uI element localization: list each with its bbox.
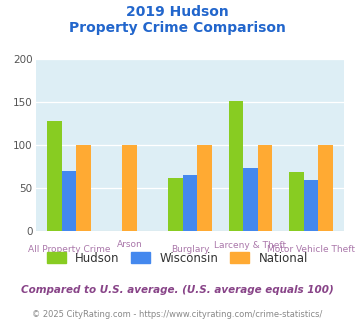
Text: Compared to U.S. average. (U.S. average equals 100): Compared to U.S. average. (U.S. average …: [21, 285, 334, 295]
Text: Property Crime Comparison: Property Crime Comparison: [69, 21, 286, 35]
Bar: [229, 101, 243, 231]
Bar: [197, 145, 212, 231]
Text: Arson: Arson: [116, 240, 142, 248]
Bar: [168, 178, 183, 231]
Text: Motor Vehicle Theft: Motor Vehicle Theft: [267, 245, 355, 254]
Legend: Hudson, Wisconsin, National: Hudson, Wisconsin, National: [42, 247, 313, 269]
Bar: [289, 172, 304, 231]
Bar: [61, 171, 76, 231]
Text: Burglary: Burglary: [171, 245, 209, 254]
Bar: [258, 145, 272, 231]
Bar: [318, 145, 333, 231]
Bar: [243, 168, 258, 231]
Bar: [304, 181, 318, 231]
Bar: [183, 175, 197, 231]
Bar: [47, 121, 61, 231]
Text: 2019 Hudson: 2019 Hudson: [126, 5, 229, 19]
Bar: [76, 145, 91, 231]
Bar: [122, 145, 137, 231]
Text: Larceny & Theft: Larceny & Theft: [214, 241, 286, 250]
Text: © 2025 CityRating.com - https://www.cityrating.com/crime-statistics/: © 2025 CityRating.com - https://www.city…: [32, 310, 323, 319]
Text: All Property Crime: All Property Crime: [28, 245, 110, 254]
